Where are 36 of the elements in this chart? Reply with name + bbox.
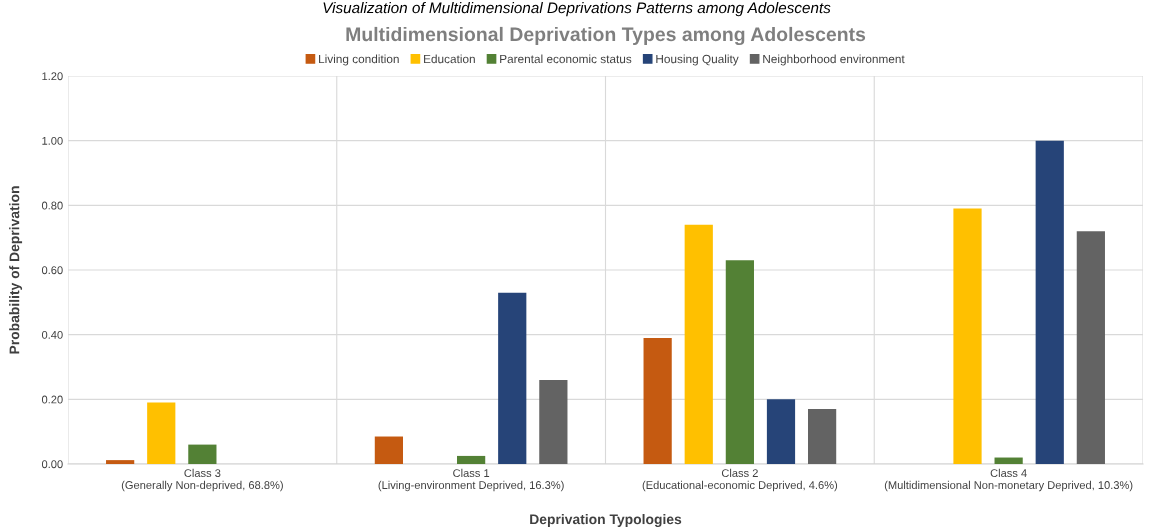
bar xyxy=(498,292,527,464)
y-tick-label: 1.00 xyxy=(42,136,63,145)
y-tick-label: 0.60 xyxy=(41,266,63,275)
x-tick-label: Class 2 (Educational-economic Deprived, 4.6%) xyxy=(642,468,838,492)
x-tick-label: Class 4 (Multidimensional Non-monetary Deprived, 10.3%) xyxy=(884,468,1133,492)
bar xyxy=(188,444,217,464)
bar xyxy=(147,402,176,464)
legend-label: Housing Quality xyxy=(656,54,739,66)
chart-title: Multidimensional Deprivation Types among Adolescents xyxy=(346,26,866,46)
bar xyxy=(994,457,1023,464)
bar xyxy=(457,455,486,464)
legend-label: Neighborhood environment xyxy=(763,54,905,66)
bar xyxy=(953,208,982,464)
legend-label: Living condition xyxy=(319,54,399,66)
text: Visualization of Multidimensional Deprivations Patterns among Adolescents xyxy=(323,2,831,17)
bar xyxy=(684,224,713,464)
bar xyxy=(643,337,672,464)
bar xyxy=(1035,140,1064,464)
bar xyxy=(1076,231,1105,464)
x-tick-label: Class 3 (Generally Non-deprived, 68.8%) xyxy=(121,468,283,492)
x-axis-title: Deprivation Typologies xyxy=(530,514,682,528)
y-tick-label: 0.20 xyxy=(41,395,63,404)
bar xyxy=(766,399,796,464)
y-tick-label: 0.00 xyxy=(41,460,63,469)
bar xyxy=(539,379,568,464)
bar xyxy=(106,460,135,464)
y-tick-label: 1.20 xyxy=(42,72,63,81)
legend-label: Parental economic status xyxy=(500,54,632,64)
y-tick-label: 0.40 xyxy=(41,330,63,339)
bar xyxy=(808,409,837,464)
x-tick-label: Class 1 (Living-environment Deprived, 16.3%) xyxy=(378,468,564,492)
y-tick-label: 0.80 xyxy=(41,201,63,210)
y-axis-title: Probability of Deprivation xyxy=(9,186,23,354)
bar xyxy=(725,260,754,464)
legend-label: Education xyxy=(424,54,475,64)
bar xyxy=(374,436,403,464)
